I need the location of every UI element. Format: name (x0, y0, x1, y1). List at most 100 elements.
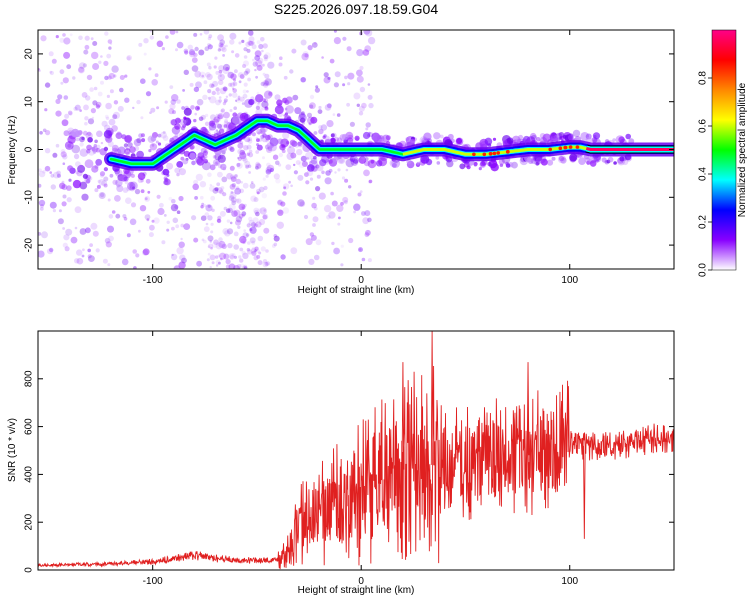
spectrogram-cell (353, 159, 358, 165)
snr-x-ticks: -100 0 100 (143, 331, 579, 587)
spectrogram-cell (234, 187, 242, 195)
spectrogram-cell (247, 249, 253, 255)
spectrogram-cell (262, 259, 268, 264)
spectrogram-cell (290, 152, 297, 159)
spectrogram-cell (113, 100, 119, 105)
spectrogram-cell (337, 156, 346, 165)
spectrogram-cell (340, 263, 344, 267)
spectrogram-cell (337, 168, 341, 172)
spectrogram-cell (111, 65, 119, 73)
spectrogram-cell (199, 181, 207, 188)
spectrogram-cell (126, 186, 132, 192)
spectrogram-cell (201, 74, 204, 78)
spectrogram-cell (66, 64, 72, 70)
spectrogram-cell (262, 43, 268, 49)
spectrogram-cell (84, 116, 89, 121)
spectrogram-cell (168, 108, 175, 115)
spectrogram-cell (256, 254, 261, 259)
spectrogram-cell (236, 264, 242, 269)
spectrogram-cell (362, 49, 370, 56)
spectrogram-cell (220, 109, 224, 113)
spectrogram-cell (242, 241, 246, 245)
spectrogram-cell (492, 137, 497, 141)
spectrogram-cell (367, 36, 376, 45)
spectrogram-cell (66, 185, 72, 191)
spectrogram-cell (171, 226, 175, 231)
spectrogram-cell (135, 253, 140, 258)
spectrogram-cell (183, 223, 191, 231)
spectrogram-cell (251, 41, 255, 45)
spectrogram-cell (299, 201, 306, 207)
spectrogram-cell (200, 205, 204, 209)
spectrogram-cell (238, 72, 244, 78)
spectrogram-cell (264, 52, 271, 59)
spectrogram-cell (108, 214, 114, 219)
spectrogram-cell (517, 138, 521, 143)
spectrogram-cell (262, 80, 269, 87)
spectrogram-cell (243, 47, 248, 52)
spectrogram-cell (238, 80, 242, 84)
spectrogram-cell (91, 165, 99, 173)
spectrogram-cell (138, 229, 141, 233)
spectrogram-cell (419, 159, 426, 166)
spectrogram-cell (220, 44, 223, 47)
spectrogram-cell (229, 32, 237, 40)
spectrogram-cell (247, 241, 251, 245)
spectrogram-cell (207, 172, 212, 177)
snr-ytick-label: 800 (24, 370, 35, 387)
spectrogram-cell (159, 202, 164, 208)
spectrogram-cell (274, 94, 281, 101)
spectrogram-cell (232, 115, 241, 125)
spectrogram-cell (215, 264, 219, 267)
spectrogram-cell (253, 207, 260, 214)
spectrogram-cell (479, 161, 486, 168)
spectrogram-cell (499, 163, 504, 167)
spectrogram-cell (99, 148, 107, 156)
spectrogram-cell (209, 83, 214, 89)
spectrogram-cell (51, 58, 57, 64)
spectrogram-cell (213, 116, 220, 123)
spectrogram-cell (306, 169, 314, 176)
spectrogram-cell (248, 152, 254, 158)
spectrogram-cell (367, 217, 372, 223)
spectrogram-cell (109, 89, 114, 94)
spectrogram-cell (558, 136, 562, 140)
spectrogram-cell (229, 145, 234, 151)
spectrogram-cell (207, 43, 211, 48)
spectrogram-cell (361, 102, 367, 109)
spectrogram-cell (173, 265, 181, 269)
spectrogram-cell (263, 90, 273, 99)
spectrogram-cell (336, 137, 343, 143)
spectrogram-cell (38, 250, 45, 258)
spectrogram-cell (498, 158, 505, 165)
spectrogram-cell (241, 102, 245, 105)
spectrogram-cell (210, 246, 213, 250)
spectrogram-cell (195, 81, 202, 89)
spectrogram-cell (92, 150, 97, 154)
spectrogram-cell (56, 170, 61, 176)
spectrogram-cell (255, 221, 262, 228)
spectrogram-cell (220, 156, 224, 160)
spectrogram-cell (435, 155, 440, 160)
spectrogram-cell (112, 147, 118, 154)
spectrogram-cell (215, 260, 221, 265)
spectrogram-cell (251, 132, 256, 137)
spectrogram-cell (357, 192, 362, 197)
spectrogram-cell (169, 103, 176, 110)
spectrogram-cell (73, 153, 80, 160)
spectrogram-cell (256, 163, 262, 169)
spectrogram-cell (323, 76, 331, 84)
spectrogram-cell (55, 143, 60, 148)
spectrogram-cell (151, 79, 158, 86)
spectrogram-cell (251, 240, 256, 245)
spectrogram-cell (343, 200, 348, 205)
spectrogram-cell (247, 30, 254, 36)
spectrogram-cell (210, 222, 214, 226)
spectrogram-cell (625, 133, 631, 140)
spectrogram-cell (302, 51, 309, 58)
spectrogram-cell (157, 207, 165, 216)
spectrogram-cell (231, 200, 237, 206)
spectrogram-cell (223, 120, 229, 126)
spectrogram-cell (260, 81, 265, 87)
spectrogram-cell (115, 132, 123, 140)
